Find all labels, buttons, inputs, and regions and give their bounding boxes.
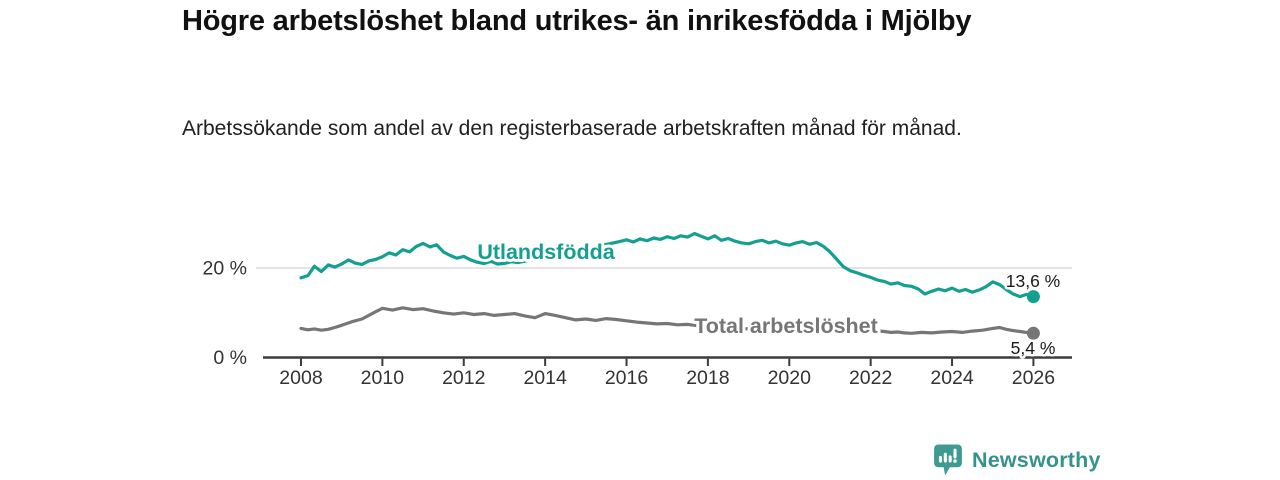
newsworthy-logo: Newsworthy (933, 444, 1101, 477)
x-tick-label: 2008 (279, 367, 322, 389)
chart-subtitle: Arbetssökande som andel av den registerb… (182, 117, 962, 140)
x-tick-label: 2014 (523, 367, 567, 389)
x-tick-label: 2022 (849, 367, 892, 389)
x-tick-label: 2012 (442, 367, 485, 389)
end-value-label-1: 5,4 % (1011, 338, 1056, 358)
y-tick-label: 0 % (213, 347, 247, 369)
series-end-dot-0 (1026, 290, 1040, 304)
series-line-0 (299, 231, 1036, 299)
x-tick-label: 2016 (605, 367, 648, 389)
end-value-label-0: 13,6 % (1006, 271, 1060, 291)
chart-title: Högre arbetslöshet bland utrikes- än inr… (182, 5, 972, 37)
x-tick-label: 2024 (930, 367, 974, 389)
series-label-0: Utlandsfödda (477, 240, 615, 264)
series-label-1: Total arbetslöshet (694, 314, 878, 338)
x-tick-label: 2020 (768, 367, 812, 389)
x-tick-label: 2026 (1012, 367, 1055, 389)
newsworthy-logo-text: Newsworthy (972, 448, 1101, 472)
series-line-1 (299, 306, 1036, 335)
x-tick-label: 2018 (686, 367, 729, 389)
y-tick-label: 20 % (203, 258, 247, 280)
newsworthy-logo-icon (934, 444, 962, 476)
x-tick-label: 2010 (361, 367, 405, 389)
series-end-dot-1 (1026, 326, 1040, 340)
